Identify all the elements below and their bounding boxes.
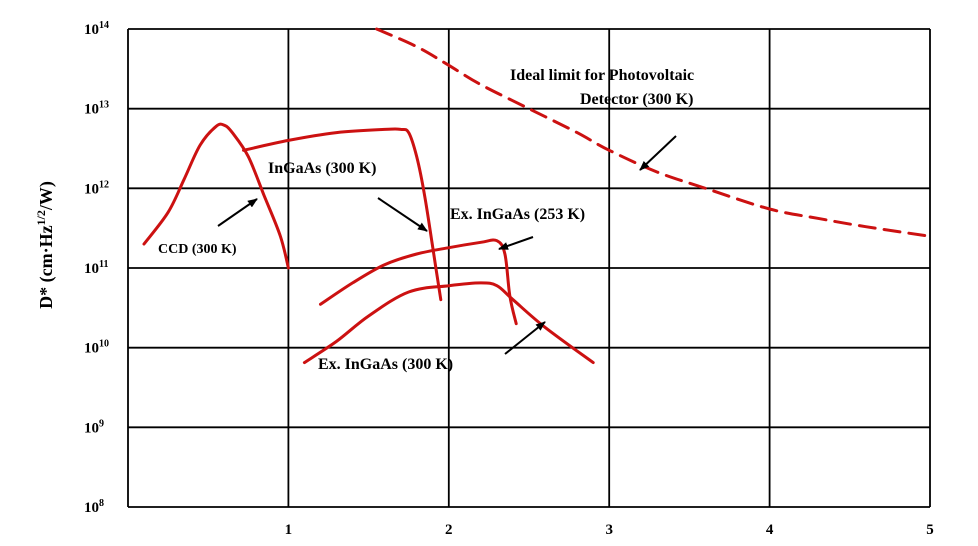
y-tick-base: 10 (84, 102, 99, 118)
y-tick-label: 1011 (84, 259, 108, 277)
y-tick-exponent: 10 (99, 339, 109, 350)
annotation-ingaas-300: InGaAs (300 K) (268, 160, 376, 177)
series-line (142, 122, 290, 270)
y-tick-label: 1012 (84, 179, 109, 197)
series-line (302, 281, 595, 365)
annotation-ideal-line2: Detector (300 K) (580, 91, 693, 108)
annotation-ccd: CCD (300 K) (158, 242, 237, 257)
y-tick-label: 1014 (84, 20, 109, 38)
x-tick-label: 1 (285, 522, 293, 538)
y-tick-label: 109 (84, 418, 104, 436)
annotation-arrow (639, 135, 677, 171)
y-tick-exponent: 11 (99, 259, 108, 270)
x-tick-label: 5 (926, 522, 934, 538)
y-tick-base: 10 (84, 261, 99, 277)
x-tick-label: 2 (445, 522, 453, 538)
annotation-arrow (217, 198, 258, 227)
x-tick-label: 4 (766, 522, 774, 538)
annotation-arrow (504, 321, 546, 355)
y-tick-exponent: 12 (99, 179, 109, 190)
y-tick-label: 1010 (84, 339, 109, 357)
y-tick-exponent: 9 (99, 418, 104, 429)
annotation-ex-ingaas-253: Ex. InGaAs (253 K) (450, 206, 585, 223)
annotation-arrows (217, 135, 677, 355)
annotation-ex-ingaas-300: Ex. InGaAs (300 K) (318, 356, 453, 373)
series-line (375, 27, 932, 238)
y-axis-label-main: D* (cm·Hz (36, 225, 57, 308)
series-layer (142, 27, 932, 365)
y-tick-base: 10 (84, 420, 99, 436)
x-tick-label: 3 (605, 522, 613, 538)
annotation-arrow (498, 236, 534, 250)
y-tick-label: 1013 (84, 100, 109, 118)
y-axis-label-tail: /W) (36, 181, 57, 211)
y-tick-base: 10 (84, 341, 99, 357)
y-tick-base: 10 (84, 22, 99, 38)
series-line (319, 238, 518, 326)
series-line (242, 127, 443, 302)
y-tick-exponent: 13 (99, 100, 109, 111)
y-tick-exponent: 14 (99, 20, 109, 31)
y-tick-label: 108 (84, 498, 104, 516)
annotation-arrow (377, 197, 428, 232)
y-axis-label-sup: 1/2 (34, 210, 48, 225)
y-tick-exponent: 8 (99, 498, 104, 509)
annotation-ideal-line1: Ideal limit for Photovoltaic (510, 67, 694, 84)
y-tick-base: 10 (84, 181, 99, 197)
y-axis-label: D* (cm·Hz1/2/W) (34, 181, 57, 309)
y-tick-base: 10 (84, 500, 99, 516)
grid (127, 28, 931, 508)
